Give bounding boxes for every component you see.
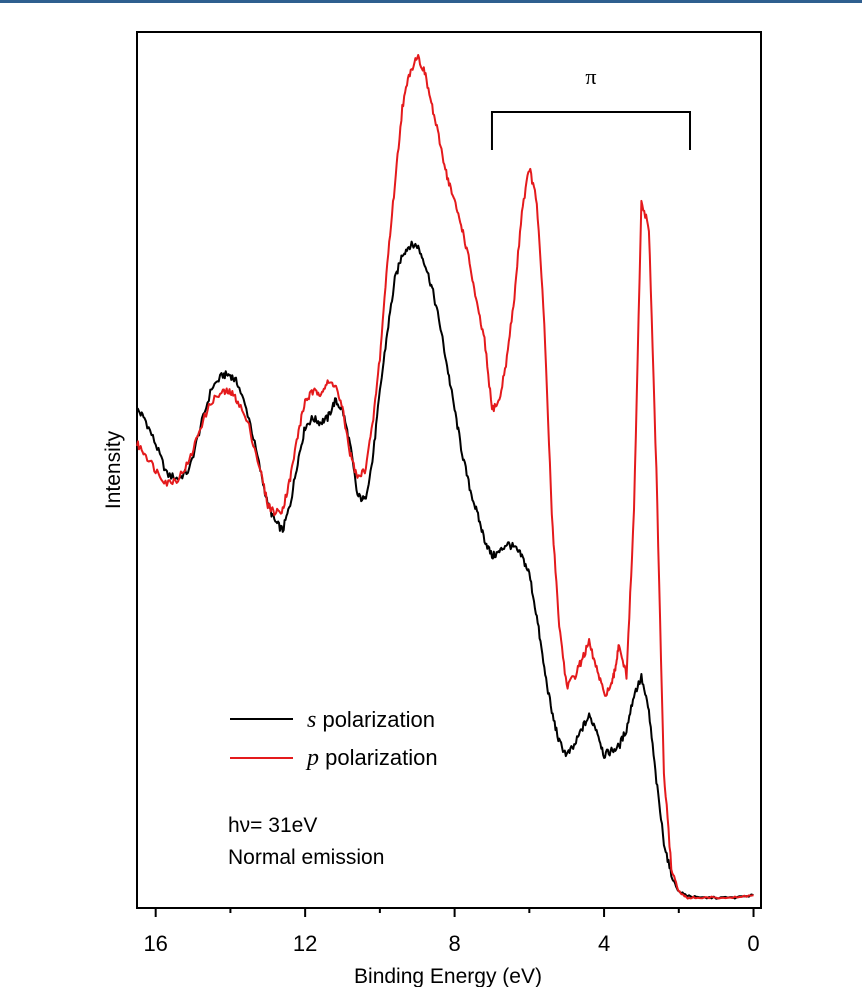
legend: s polarization p polarization: [230, 707, 438, 771]
series-line-s-polarization: [136, 240, 754, 900]
top-rule: [0, 0, 862, 3]
x-ticks: 16 12 8 4 0: [143, 908, 760, 956]
x-tick-label: 0: [747, 931, 759, 956]
legend-s-italic: s: [307, 707, 316, 733]
legend-p-italic: p: [305, 745, 319, 771]
pi-bracket: π: [490, 64, 692, 150]
legend-label-p: p polarization: [305, 745, 438, 771]
legend-label-s: s polarization: [307, 707, 435, 733]
series-line-p-polarization: [136, 54, 754, 900]
x-axis-title: Binding Energy (eV): [354, 965, 542, 987]
emission-note: Normal emission: [228, 846, 384, 869]
x-tick-label: 16: [143, 931, 167, 956]
photon-energy-note: hν= 31eV: [228, 814, 317, 837]
pi-bracket-path: [490, 111, 692, 150]
pi-label: π: [585, 64, 596, 89]
x-tick-label: 8: [448, 931, 460, 956]
series-layer: [136, 54, 754, 900]
plot-frame: [136, 31, 762, 909]
legend-p-rest: polarization: [319, 745, 438, 770]
x-tick-label: 4: [598, 931, 610, 956]
x-tick-label: 12: [293, 931, 317, 956]
legend-s-rest: polarization: [316, 707, 435, 732]
y-axis-title: Intensity: [102, 430, 125, 509]
